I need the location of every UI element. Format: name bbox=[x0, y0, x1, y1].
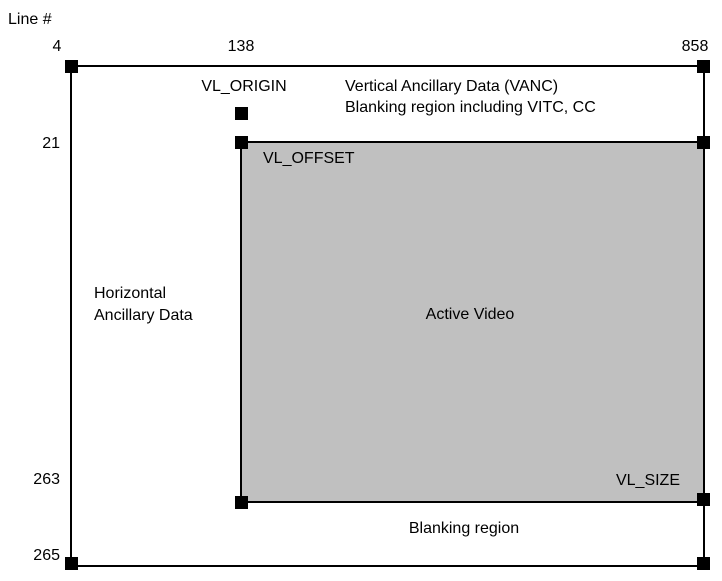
vl-offset-label: VL_OFFSET bbox=[263, 150, 355, 167]
vl-size-label: VL_SIZE bbox=[616, 472, 680, 489]
vanc-label-line2: Blanking region including VITC, CC bbox=[345, 99, 596, 116]
marker-active-bottom-left bbox=[235, 496, 248, 509]
marker-bottom-right bbox=[697, 557, 710, 570]
marker-vl-offset bbox=[235, 136, 248, 149]
hanc-label-line1: Horizontal bbox=[94, 285, 166, 302]
marker-active-top-right bbox=[697, 136, 710, 149]
marker-top-left bbox=[65, 60, 78, 73]
marker-bottom-left bbox=[65, 557, 78, 570]
row-label-bottom-outer: 265 bbox=[33, 547, 60, 564]
axis-title: Line # bbox=[8, 11, 52, 28]
marker-vl-origin bbox=[235, 107, 248, 120]
column-label-left: 4 bbox=[53, 38, 62, 55]
row-label-bottom-inner: 263 bbox=[33, 471, 60, 488]
hanc-label-line2: Ancillary Data bbox=[94, 307, 193, 324]
marker-vl-size bbox=[697, 493, 710, 506]
vl-origin-label: VL_ORIGIN bbox=[201, 78, 286, 95]
column-label-mid: 138 bbox=[228, 38, 255, 55]
marker-top-right bbox=[697, 60, 710, 73]
active-video-label: Active Video bbox=[426, 306, 515, 323]
outer-frame bbox=[70, 65, 705, 567]
active-video-region bbox=[240, 141, 705, 503]
column-label-right: 858 bbox=[682, 38, 709, 55]
blanking-region-label: Blanking region bbox=[409, 520, 519, 537]
vanc-label-line1: Vertical Ancillary Data (VANC) bbox=[345, 78, 558, 95]
row-label-top: 21 bbox=[42, 135, 60, 152]
